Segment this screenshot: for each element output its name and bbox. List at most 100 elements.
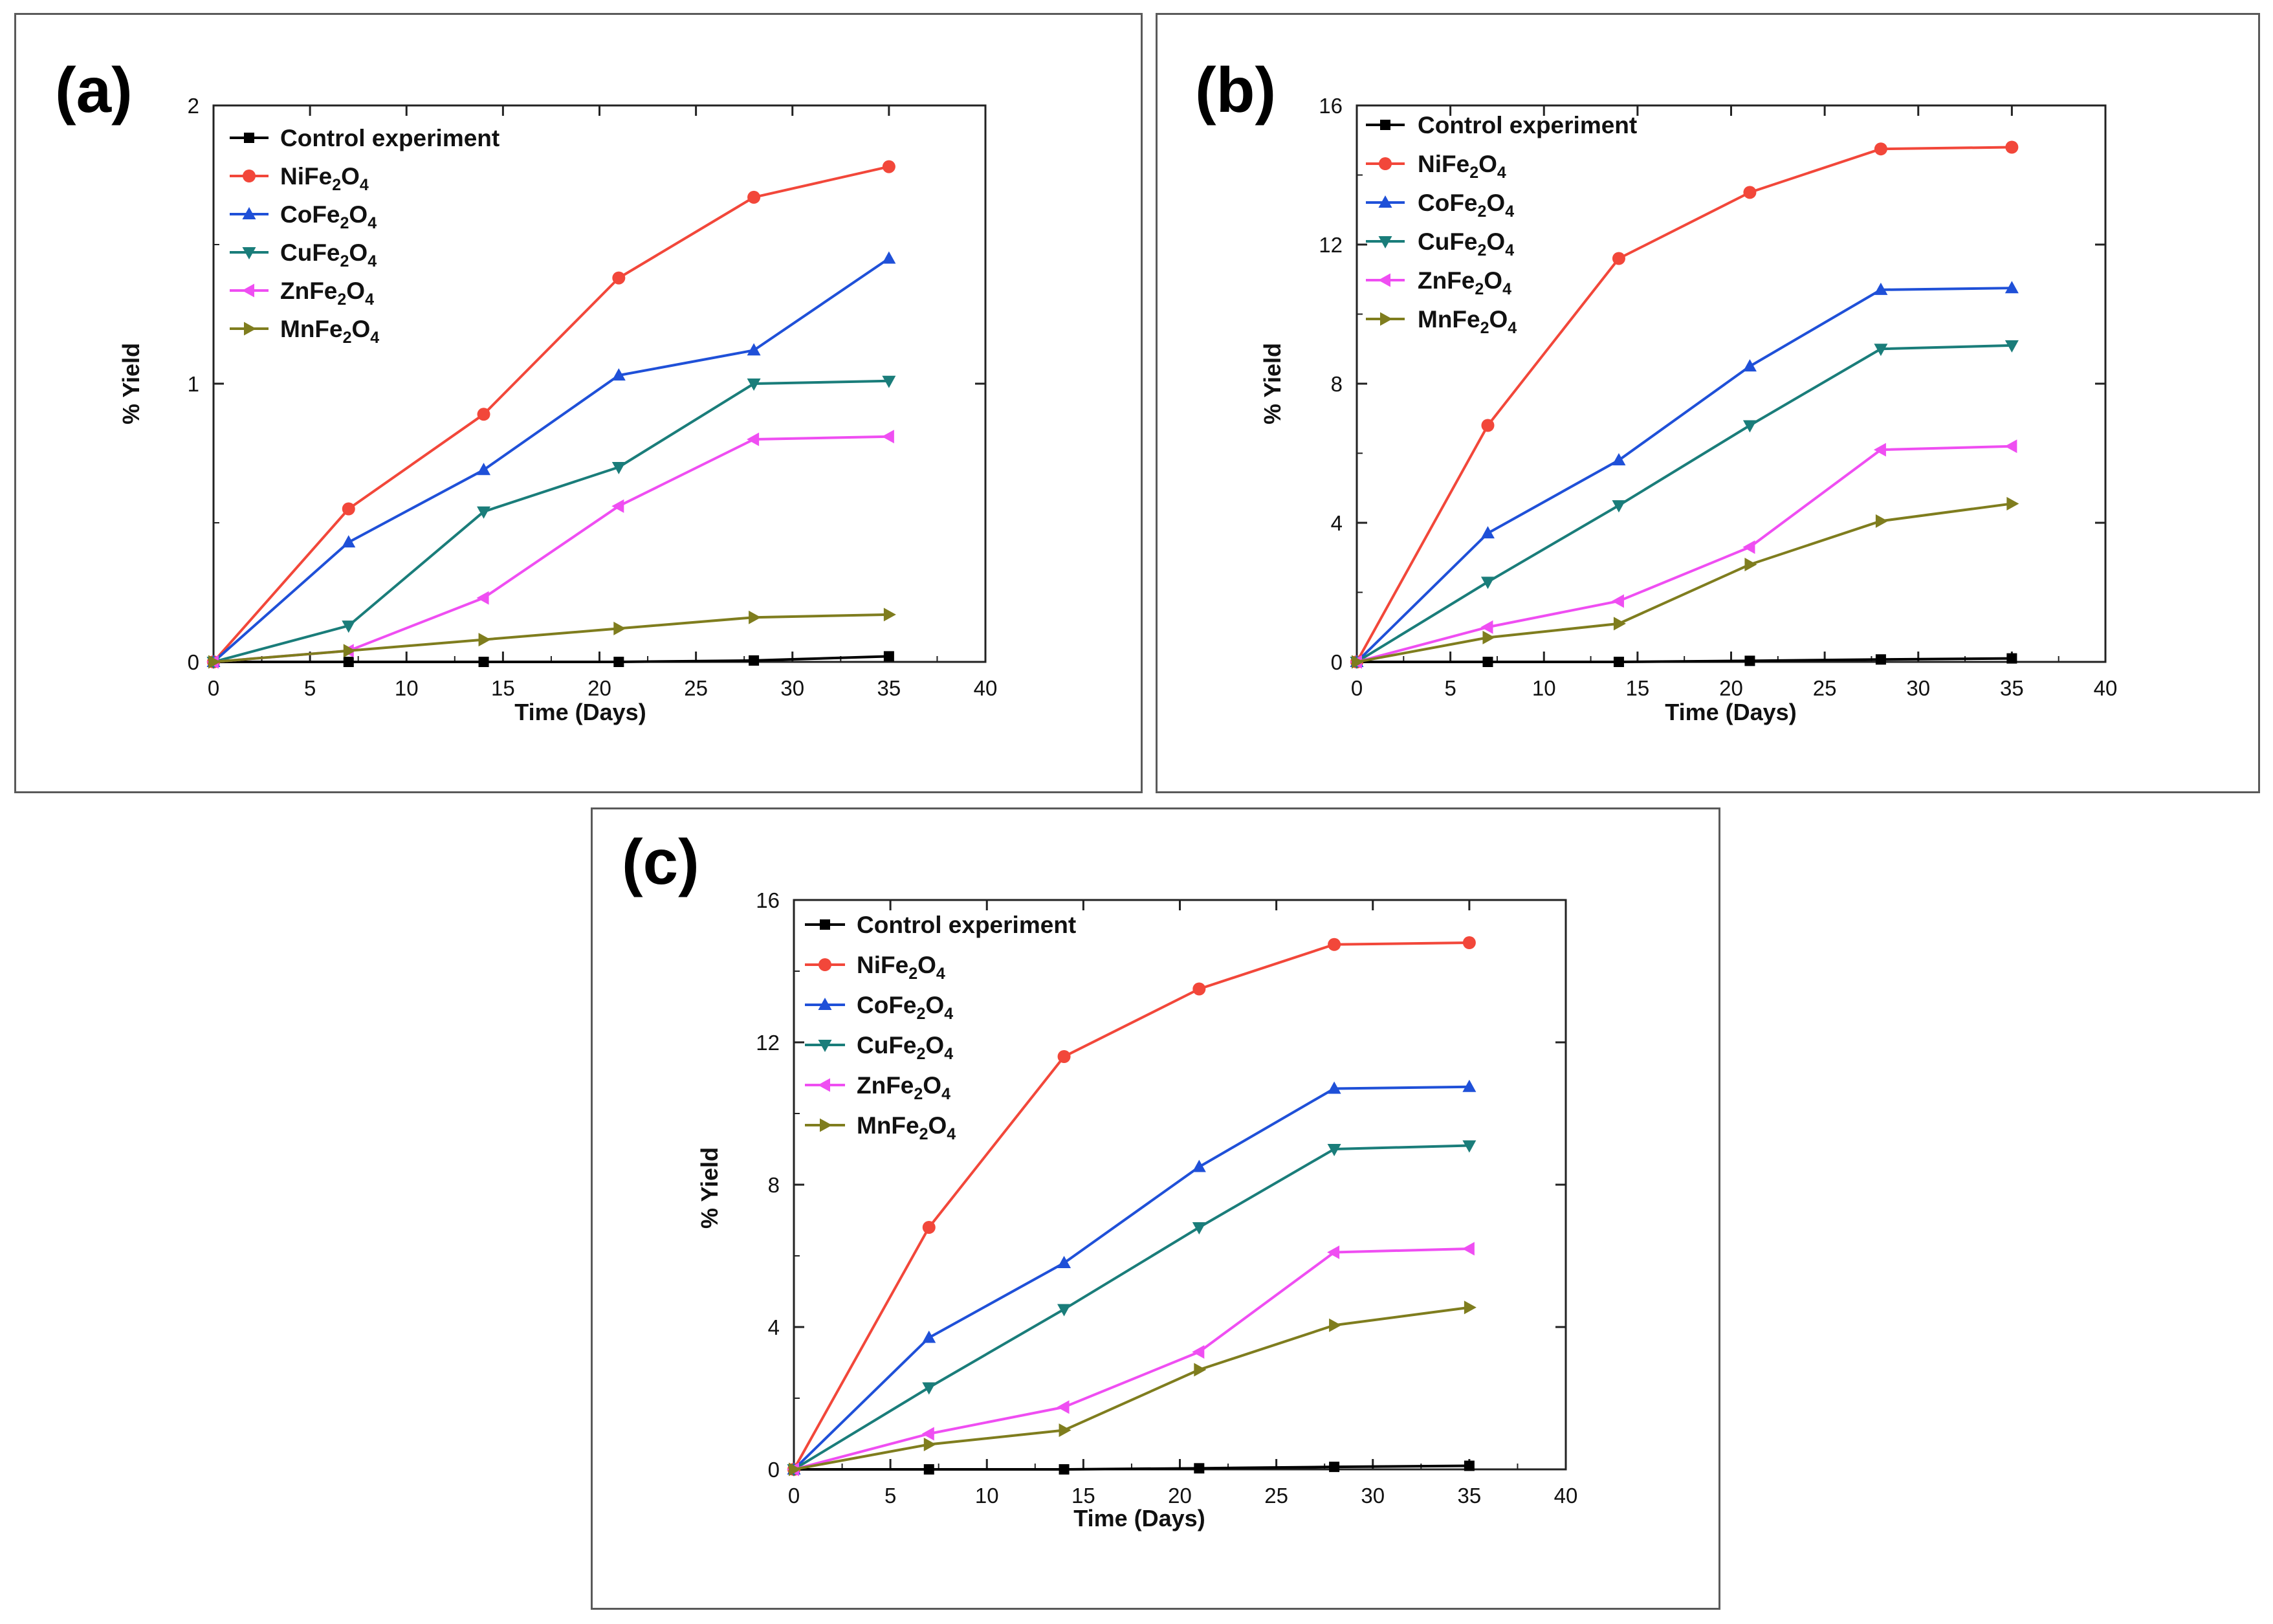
legend-item-cufe2o4: CuFe2O4 [805,1032,953,1063]
data-point-cufe2o4 [882,375,896,388]
data-point-control-experiment [2006,653,2017,664]
data-point-mnfe2o4 [1613,617,1626,631]
series-line-nife2o4 [1356,146,2012,663]
data-point-znfe2o4 [921,1427,934,1441]
data-point-control-experiment [613,657,624,667]
series-cofe2o4 [787,1079,1477,1475]
series-cofe2o4 [206,251,896,667]
data-point-mnfe2o4 [613,621,626,635]
data-point-nife2o4 [1481,419,1495,432]
legend-label-nife2o4: NiFe2O4 [280,163,369,194]
data-point-cofe2o4 [1057,1256,1071,1268]
legend-item-cofe2o4: CoFe2O4 [230,201,377,232]
legend-item-mnfe2o4: MnFe2O4 [230,316,379,347]
legend-marker-cofe2o4 [818,998,832,1010]
series-znfe2o4 [787,1242,1475,1476]
legend-item-cufe2o4: CuFe2O4 [1366,228,1514,259]
x-tick-label: 5 [304,676,316,700]
data-point-cofe2o4 [882,251,896,264]
legend-item-znfe2o4: ZnFe2O4 [1366,267,1511,298]
legend-label-control-experiment: Control experiment [1418,112,1637,138]
x-tick-label: 5 [1444,676,1456,700]
data-point-nife2o4 [882,160,895,173]
data-point-znfe2o4 [1480,620,1493,634]
legend-marker-control-experiment [820,919,830,930]
y-tick-label: 0 [768,1458,780,1482]
data-point-nife2o4 [1462,936,1476,949]
legend-item-control-experiment: Control experiment [805,912,1076,938]
data-point-znfe2o4 [1462,1242,1475,1256]
legend-item-nife2o4: NiFe2O4 [230,163,369,194]
data-point-znfe2o4 [1611,594,1624,608]
y-tick-label: 4 [1331,511,1343,535]
data-point-nife2o4 [612,271,626,285]
data-point-cufe2o4 [1742,420,1757,433]
legend: Control experiment NiFe2O4 CoFe2O4 CuFe2O4 Z… [230,125,500,347]
legend-item-nife2o4: NiFe2O4 [805,952,945,983]
legend-marker-znfe2o4 [242,283,254,298]
legend-marker-nife2o4 [1379,157,1392,170]
data-point-cofe2o4 [477,463,491,476]
panel-label: (a) [55,54,133,126]
data-point-nife2o4 [1612,252,1625,265]
x-tick-label: 30 [1361,1484,1385,1508]
series-cofe2o4 [1350,281,2019,667]
panel-label: (c) [622,826,699,897]
legend-label-mnfe2o4: MnFe2O4 [1418,306,1517,337]
legend-item-cofe2o4: CoFe2O4 [805,992,953,1023]
data-point-cofe2o4 [747,343,761,356]
legend-label-cufe2o4: CuFe2O4 [1418,228,1514,259]
legend: Control experiment NiFe2O4 CoFe2O4 CuFe2O4 Z… [805,912,1076,1143]
legend-marker-znfe2o4 [1378,273,1390,287]
x-tick-label: 20 [1168,1484,1192,1508]
series-cufe2o4 [1350,340,2019,669]
legend-label-control-experiment: Control experiment [280,125,500,151]
data-point-control-experiment [343,657,354,667]
data-point-znfe2o4 [611,499,624,513]
data-point-cufe2o4 [1462,1140,1477,1153]
legend-item-nife2o4: NiFe2O4 [1366,151,1506,182]
data-point-cofe2o4 [1612,453,1626,466]
chart-panel-b: (b) 0 5 10 15 20 25 30 35 40 0 4 8 12 16 Time (Days) % Y… [1156,13,2260,793]
data-point-mnfe2o4 [343,644,356,658]
x-tick-label: 10 [975,1484,999,1508]
legend-item-control-experiment: Control experiment [230,125,500,151]
legend: Control experiment NiFe2O4 CoFe2O4 CuFe2O4 Z… [1366,112,1637,337]
y-tick-label: 12 [756,1031,780,1055]
y-tick-label: 0 [188,650,199,674]
series-mnfe2o4 [208,608,896,669]
series-line-znfe2o4 [213,435,889,663]
legend-item-control-experiment: Control experiment [1366,112,1637,138]
data-point-cofe2o4 [342,535,356,548]
data-point-control-experiment [1194,1463,1205,1474]
series-line-mnfe2o4 [213,613,889,663]
legend-label-cofe2o4: CoFe2O4 [280,201,377,232]
legend-label-cofe2o4: CoFe2O4 [1418,190,1514,221]
data-point-nife2o4 [747,190,761,204]
data-point-cufe2o4 [477,506,491,519]
series-cufe2o4 [787,1140,1477,1476]
legend-marker-cufe2o4 [242,247,256,259]
data-point-cufe2o4 [1327,1144,1341,1156]
data-point-cofe2o4 [1874,282,1888,295]
data-point-cufe2o4 [1612,500,1626,513]
data-point-cofe2o4 [1327,1081,1341,1094]
data-point-control-experiment [1059,1464,1070,1475]
data-point-control-experiment [883,651,894,662]
y-axis-title: % Yield [118,343,144,424]
legend-marker-cufe2o4 [1378,236,1392,248]
data-point-cofe2o4 [922,1330,936,1343]
x-tick-label: 40 [1554,1484,1578,1508]
legend-marker-mnfe2o4 [1380,312,1392,326]
data-point-znfe2o4 [1742,540,1755,554]
x-tick-label: 0 [1351,676,1363,700]
data-point-cufe2o4 [2004,340,2019,353]
data-point-control-experiment [1613,657,1624,667]
data-point-mnfe2o4 [2006,496,2019,510]
data-point-nife2o4 [2005,140,2019,154]
x-axis-title: Time (Days) [1665,699,1796,725]
legend-item-znfe2o4: ZnFe2O4 [805,1072,950,1103]
legend-item-mnfe2o4: MnFe2O4 [805,1112,956,1143]
data-point-mnfe2o4 [208,655,221,669]
data-point-znfe2o4 [1873,443,1886,457]
